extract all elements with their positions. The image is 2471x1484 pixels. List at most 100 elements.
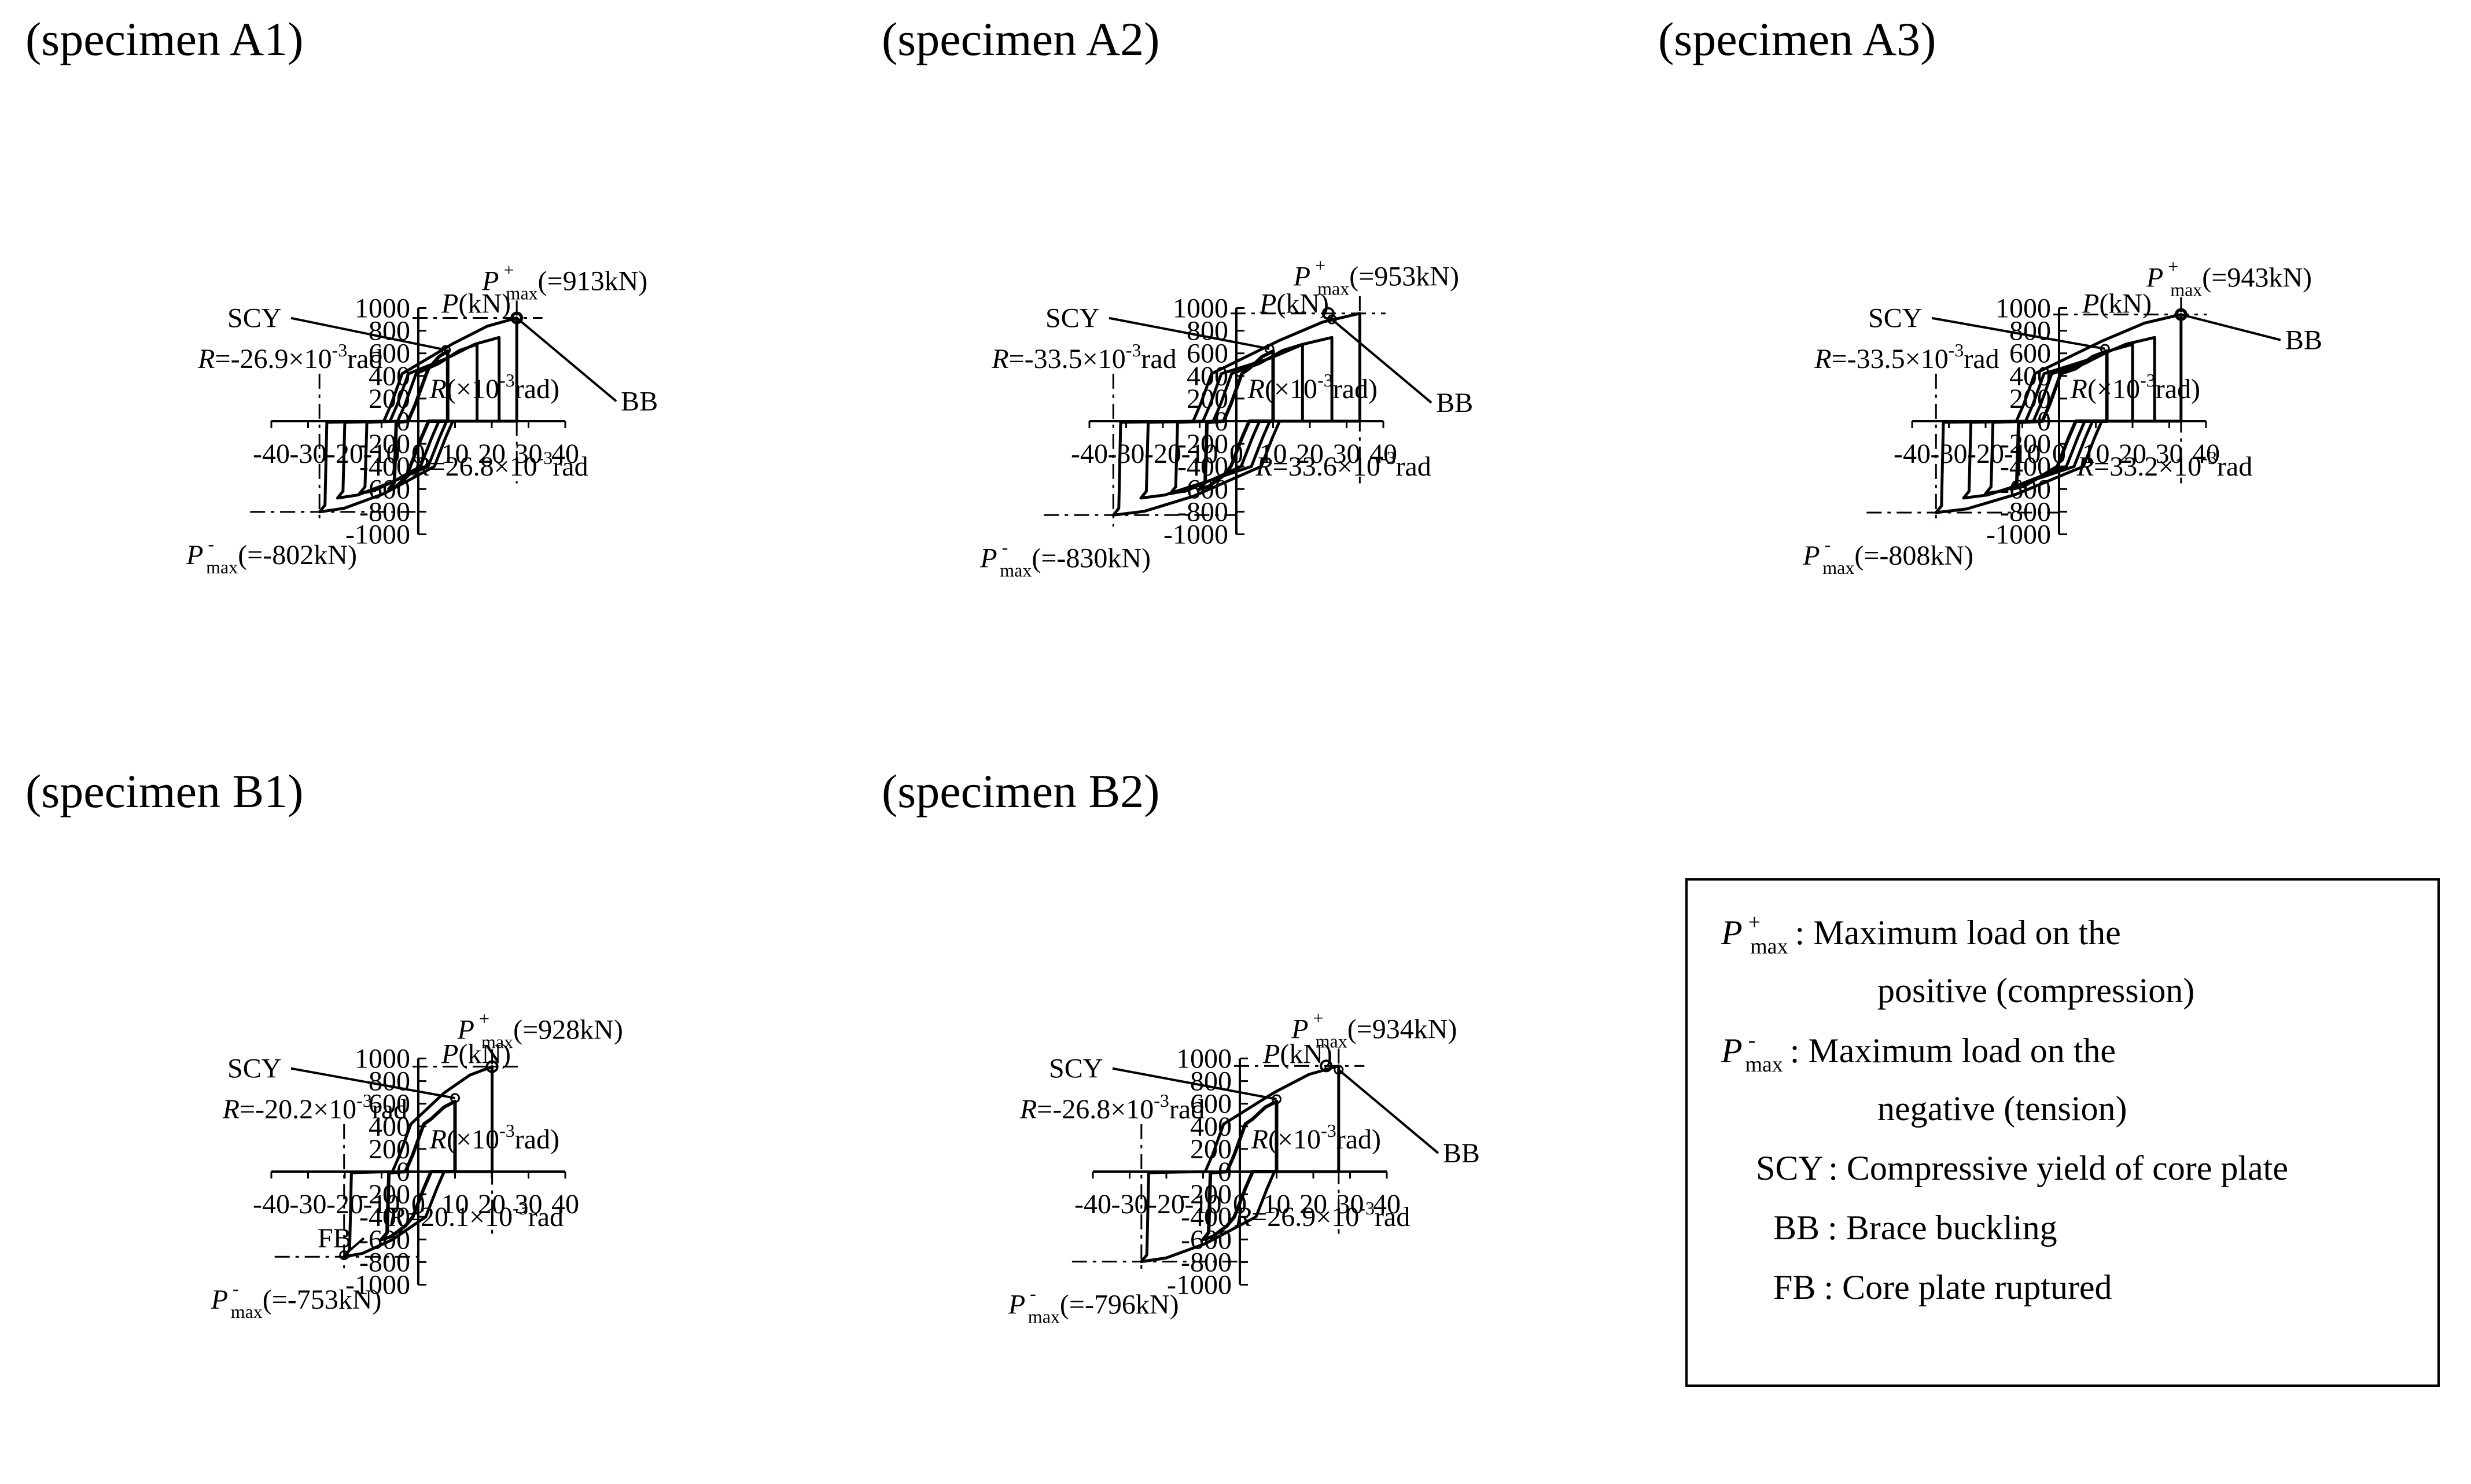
x-tick-label: -10 <box>1185 1189 1222 1220</box>
chart-title: (specimen A2) <box>882 13 1159 65</box>
chart-B2: (specimen B2)-40 -30 -20 -10 0 10 20 30 40100080… <box>882 765 1480 1327</box>
pmax-pos-marker <box>510 311 524 325</box>
hysteresis-loop-1 <box>1201 1099 1279 1242</box>
annotation-bb: BB <box>621 386 658 417</box>
x-axis-label: R(×10-3rad) <box>1251 1120 1381 1155</box>
legend-entry: P + max: Maximum load on the <box>1721 910 2121 959</box>
y-tick-label: -200 <box>2000 429 2051 459</box>
r-pos-label: R=20.1×10-3rad <box>388 1198 564 1232</box>
annotation-scy: SCY <box>1045 303 1099 334</box>
chart-B1: (specimen B1)-40 -30 -20 -10 0 10 20 30 40100080… <box>25 765 623 1322</box>
x-tick-label: -30 <box>290 439 327 469</box>
annotation-point <box>511 313 522 323</box>
x-tick-label: -30 <box>1111 1189 1148 1220</box>
y-tick-label: 400 <box>369 1111 410 1142</box>
annotation-point <box>339 1250 349 1261</box>
x-tick-label: 40 <box>551 439 579 469</box>
annotation-leader <box>1931 316 2105 350</box>
annotation-scy: SCY <box>227 303 281 334</box>
annotation-point <box>1272 1094 1281 1104</box>
legend-entry-continued: negative (tension) <box>1877 1089 2127 1128</box>
annotation-point <box>450 1093 460 1103</box>
chart-title: (specimen B2) <box>882 765 1159 818</box>
x-tick-label: -20 <box>1967 439 2004 469</box>
pmax-neg-label: P -max(=-753kN) <box>211 1278 382 1322</box>
legend-entry: SCY: Compressive yield of core plate <box>1756 1149 2288 1187</box>
y-tick-label: -200 <box>359 1179 410 1210</box>
x-tick-label: -40 <box>1074 1189 1111 1220</box>
pmax-neg-label: P -max(=-796kN) <box>1008 1283 1179 1327</box>
r-pos-label: R=26.8×10-3rad <box>412 447 588 482</box>
chart-A1: (specimen A1)-40 -30 -20 -10 0 10 20 30 40100080… <box>25 13 658 577</box>
pmax-pos-marker <box>1320 1059 1333 1073</box>
chart-title: (specimen B1) <box>25 765 303 818</box>
x-tick-label: 20 <box>2119 439 2146 469</box>
r-neg-label: R=-26.8×10-3rad <box>1019 1090 1205 1125</box>
x-axis-label: R(×10-3rad) <box>429 370 559 404</box>
annotation-scy: SCY <box>1868 303 1922 334</box>
hysteresis-loop-4 <box>1934 313 2183 514</box>
annotation-point <box>441 345 451 355</box>
r-neg-label: R=-33.5×10-3rad <box>991 340 1176 374</box>
chart-title: (specimen A3) <box>1658 13 1936 65</box>
x-tick-label: 30 <box>1333 439 1361 469</box>
annotation-leader <box>1331 318 1432 404</box>
annotation-leader <box>1109 316 1270 350</box>
x-tick-label: 30 <box>2156 439 2183 469</box>
annotation-leader <box>290 1067 455 1099</box>
x-axis-label: R(×10-3rad) <box>429 1120 559 1155</box>
pmax-pos-label: P + max(=953kN) <box>1293 255 1459 299</box>
hysteresis-loop-4 <box>318 316 518 514</box>
x-tick-label: 10 <box>441 439 469 469</box>
pmax-pos-label: P + max(=943kN) <box>2146 256 2312 300</box>
legend-entry: BB: Brace buckling <box>1773 1209 2057 1247</box>
annotation-leader <box>1112 1067 1277 1100</box>
y-tick-label: 1000 <box>355 1044 410 1074</box>
x-tick-label: 10 <box>1263 1189 1291 1220</box>
x-tick-label: 30 <box>515 439 543 469</box>
annotation-leader <box>1338 1069 1439 1154</box>
x-tick-label: 10 <box>1260 439 1287 469</box>
y-tick-label: -1000 <box>1986 520 2051 550</box>
x-tick-label: 40 <box>551 1189 579 1220</box>
annotation-fb: FB <box>318 1223 352 1254</box>
y-tick-label: -200 <box>1177 429 1228 459</box>
y-tick-label: 400 <box>1190 1111 1232 1142</box>
x-tick-label: -20 <box>1148 1189 1185 1220</box>
pmax-pos-label: P + max(=934kN) <box>1291 1007 1457 1051</box>
x-tick-label: 30 <box>515 1189 543 1220</box>
y-tick-label: 800 <box>369 1066 410 1097</box>
r-pos-label: R=33.6×10-3rad <box>1255 447 1431 482</box>
annotation-bb: BB <box>2285 325 2322 356</box>
pmax-pos-label: P + max(=928kN) <box>457 1008 623 1052</box>
x-tick-label: 40 <box>2192 439 2220 469</box>
x-tick-label: 20 <box>478 439 506 469</box>
y-tick-label: -1000 <box>345 520 410 550</box>
x-axis-label: R(×10-3rad) <box>1247 370 1378 404</box>
y-tick-label: 800 <box>1187 316 1228 347</box>
r-neg-label: R=-26.9×10-3rad <box>197 340 382 374</box>
y-tick-label: 1000 <box>355 293 410 324</box>
pmax-pos-marker <box>2174 308 2188 321</box>
annotation-point <box>1327 314 1337 325</box>
x-tick-label: 10 <box>441 1189 469 1220</box>
chart-panels: (specimen A1)-40 -30 -20 -10 0 10 20 30 40100080… <box>25 13 2322 1327</box>
x-tick-label: 40 <box>1369 439 1397 469</box>
x-tick-label: 20 <box>1296 439 1324 469</box>
x-tick-label: 10 <box>2082 439 2110 469</box>
y-axis-label: P(kN) <box>441 1039 511 1070</box>
annotation-point <box>2176 310 2186 320</box>
y-tick-label: 600 <box>1187 338 1228 369</box>
y-axis-label: P(kN) <box>1262 1039 1332 1070</box>
annotation-scy: SCY <box>227 1054 281 1084</box>
r-pos-label: R=26.9×10-3rad <box>1234 1198 1410 1232</box>
y-tick-label: 600 <box>369 1089 410 1120</box>
hysteresis-loop-4 <box>1111 312 1361 517</box>
chart-A3: (specimen A3)-40 -30 -20 -10 0 10 20 30 40100080… <box>1658 13 2322 578</box>
r-pos-label: R=33.2×10-3rad <box>2076 447 2252 482</box>
legend-frame <box>1685 878 2440 1387</box>
x-tick-label: -10 <box>363 1189 400 1220</box>
annotation-point <box>1264 344 1275 354</box>
y-axis-label: P(kN) <box>441 289 511 319</box>
